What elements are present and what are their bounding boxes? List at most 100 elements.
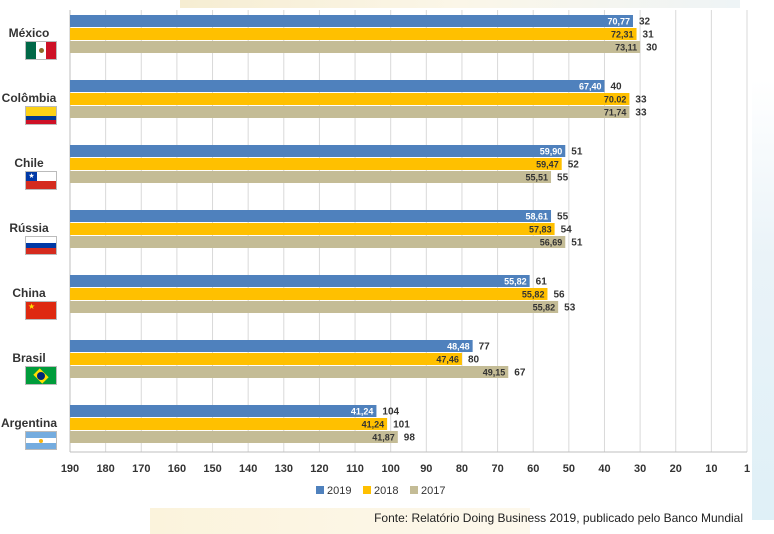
rank-label: 61 [536,277,548,288]
x-tick-label: 100 [382,463,400,475]
rank-label: 51 [571,147,583,158]
rank-label: 40 [610,82,622,93]
bar-2017 [70,106,630,118]
legend-swatch [410,486,418,494]
x-tick-label: 30 [634,463,646,475]
score-label: 48,48 [447,342,470,352]
x-tick-label: 90 [420,463,432,475]
bar-2017 [70,431,398,443]
bar-2019 [70,80,605,92]
x-tick-label: 120 [310,463,328,475]
rank-label: 55 [557,173,569,184]
brazil-flag-icon [25,366,57,385]
score-label: 56,69 [540,238,563,248]
score-label: 41,24 [362,420,385,430]
category-label: Chile [14,156,44,170]
bar-2019 [70,275,530,287]
legend-swatch [316,486,324,494]
bar-2019 [70,15,633,27]
score-label: 67,40 [579,82,602,92]
rank-label: 101 [393,420,410,431]
bar-2018 [70,93,630,105]
score-label: 72,31 [611,30,634,40]
score-label: 55,82 [522,290,545,300]
score-label: 70,77 [607,17,630,27]
category-label: México [8,26,50,40]
x-tick-label: 170 [132,463,150,475]
x-tick-label: 70 [491,463,503,475]
x-tick-label: 150 [203,463,221,475]
bar-2017 [70,301,559,313]
score-label: 58,61 [525,212,548,222]
rank-label: 67 [514,368,526,379]
mexico-flag-icon [25,41,57,60]
score-label: 71,74 [604,108,627,118]
colombia-flag-icon [25,106,57,125]
rank-label: 32 [639,17,651,28]
legend-label: 2017 [421,485,445,497]
rank-label: 104 [382,407,399,418]
score-label: 41,87 [372,433,395,443]
bar-2017 [70,236,566,248]
rank-label: 77 [479,342,491,353]
score-label: 49,15 [483,368,506,378]
score-label: 47,46 [436,355,459,365]
bar-2018 [70,418,388,430]
legend-label: 2018 [374,485,398,497]
x-tick-label: 10 [705,463,717,475]
legend-label: 2019 [327,485,351,497]
rank-label: 52 [568,160,580,171]
bar-2019 [70,210,552,222]
china-flag-icon: ★ [25,301,57,320]
x-tick-label: 110 [346,463,364,475]
bar-2019 [70,145,566,157]
x-tick-label: 190 [61,463,79,475]
bar-2017 [70,171,552,183]
rank-label: 53 [564,303,576,314]
score-label: 59,90 [540,147,563,157]
score-label: 41,24 [351,407,374,417]
rank-label: 33 [635,108,647,119]
rank-label: 80 [468,355,480,366]
x-tick-label: 1 [744,463,750,475]
source-note: Fonte: Relatório Doing Business 2019, pu… [374,511,743,525]
rank-label: 56 [553,290,565,301]
score-label: 55,51 [525,173,548,183]
bar-2018 [70,288,548,300]
bar-2018 [70,28,637,40]
score-label: 70.02 [604,95,627,105]
bar-2017 [70,41,641,53]
bar-2019 [70,340,473,352]
category-label: Argentina [0,416,57,430]
x-tick-label: 180 [96,463,114,475]
rank-label: 33 [635,95,647,106]
x-tick-label: 60 [527,463,539,475]
bar-2019 [70,405,377,417]
rank-label: 98 [404,433,416,444]
bar-2018 [70,158,562,170]
x-tick-label: 80 [456,463,468,475]
argentina-flag-icon [25,431,57,450]
rank-label: 51 [571,238,583,249]
category-label: Colômbia [1,91,57,105]
score-label: 59,47 [536,160,559,170]
x-tick-label: 20 [670,463,682,475]
score-label: 57,83 [529,225,552,235]
bar-2017 [70,366,509,378]
rank-label: 55 [557,212,569,223]
rank-label: 31 [643,30,655,41]
rank-label: 30 [646,43,658,54]
x-tick-label: 130 [275,463,293,475]
x-tick-label: 160 [168,463,186,475]
russia-flag-icon [25,236,57,255]
category-label: Rússia [9,221,49,235]
category-label: Brasil [12,351,46,365]
x-tick-label: 40 [598,463,610,475]
bar-2018 [70,353,462,365]
x-tick-label: 50 [563,463,575,475]
score-label: 55,82 [504,277,527,287]
category-label: China [12,286,46,300]
score-label: 73,11 [615,43,637,53]
score-label: 55,82 [533,303,556,313]
